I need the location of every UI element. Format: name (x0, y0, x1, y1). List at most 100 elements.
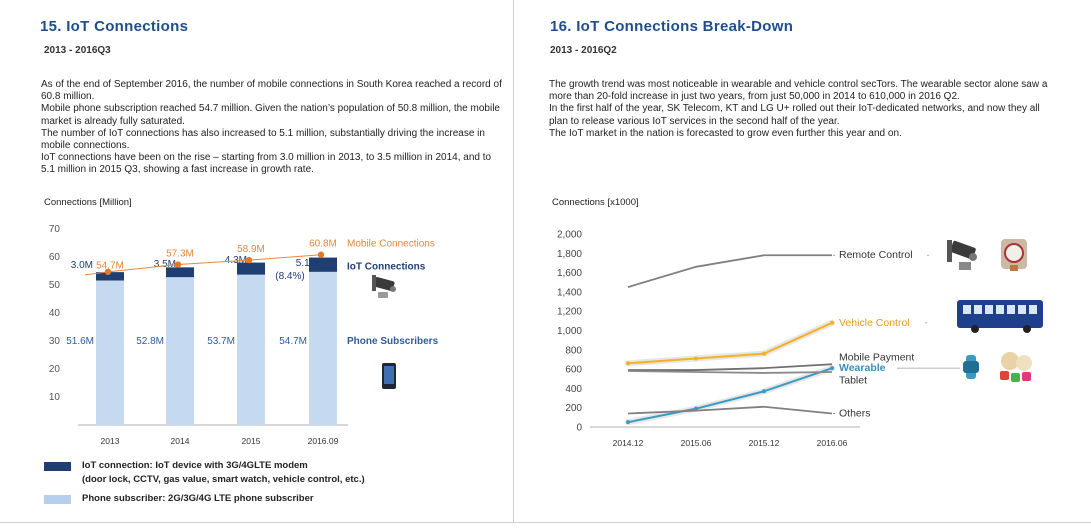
right-paragraph: The growth trend was most noticeable in … (549, 79, 1048, 103)
x-tick-label: 2014 (171, 436, 190, 446)
series-point (694, 356, 698, 361)
series-label: Mobile Payment (839, 352, 914, 364)
x-tick-label: 2015 (242, 436, 261, 446)
data-label-phone: 51.6M (66, 336, 94, 347)
data-label-iot: 5.1M (296, 258, 318, 269)
bar-iot-connections (96, 272, 124, 281)
camera-body (373, 277, 395, 291)
camera-base (959, 262, 971, 270)
legend-label-iot-examples: (door lock, CCTV, gas value, smart watch… (82, 474, 365, 485)
cctv-camera-icon (947, 240, 977, 270)
data-label-iot: 3.5M (154, 259, 176, 270)
y-tick-label: 1,000 (557, 326, 582, 337)
series-line (627, 370, 833, 374)
series-label-phone-subscribers: Phone Subscribers (347, 336, 439, 347)
x-tick-label: 2016.06 (817, 438, 848, 448)
x-tick-label: 2014.12 (613, 438, 644, 448)
legend-swatch-phone (44, 495, 71, 504)
right-chart-ylabel: Connections [x1000] (552, 197, 639, 208)
toy-block (1022, 372, 1031, 381)
legend-swatch-iot (44, 462, 71, 471)
bus-window (1007, 305, 1015, 314)
data-label-phone: 53.7M (207, 336, 235, 347)
camera-body (950, 240, 976, 260)
legend-label-iot: IoT connection: IoT device with 3G/4GLTE… (82, 460, 308, 471)
y-tick-label: 2,000 (557, 230, 582, 241)
series-label-mobile-connections: Mobile Connections (347, 239, 435, 250)
smartwatch-icon (963, 355, 979, 379)
left-legend: IoT connection: IoT device with 3G/4GLTE… (44, 460, 504, 509)
camera-lens (969, 253, 977, 261)
series-line (627, 321, 833, 365)
camera-base (378, 292, 388, 298)
right-paragraph: In the first half of the year, SK Teleco… (549, 103, 1040, 127)
series-label-iot-connections: IoT Connections (347, 262, 426, 273)
y-tick-label: 0 (576, 423, 582, 434)
bus-wheel (971, 325, 979, 333)
series-label: Others (839, 407, 871, 419)
iot-connections-bar-chart: 10 20 30 40 50 60 70 2013 51.6M 2014 52.8M 2015 53.7… (49, 224, 439, 446)
series-line (627, 405, 833, 415)
y-tick-label: 10 (49, 392, 61, 403)
x-tick-label: 2016.09 (308, 436, 339, 446)
series-point (626, 361, 630, 366)
toy-head (1001, 352, 1019, 370)
legend-item-iot: IoT connection: IoT device with 3G/4GLTE… (44, 460, 504, 488)
meter-dial (1004, 243, 1024, 263)
y-tick-label: 20 (49, 364, 61, 375)
toy-block (1011, 373, 1020, 382)
smartphone-icon (382, 363, 396, 389)
bus-window (996, 305, 1004, 314)
left-paragraph: IoT connections have been on the rise – … (41, 152, 492, 176)
bar-iot-connections (237, 262, 265, 275)
y-tick-label: 50 (49, 280, 61, 291)
series-line (627, 254, 832, 288)
left-subtitle: 2013 - 2016Q3 (44, 45, 111, 56)
y-tick-label: 800 (565, 345, 582, 356)
left-paragraph: Mobile phone subscription reached 54.7 m… (41, 103, 500, 127)
panel-divider (513, 0, 514, 522)
x-tick-label: 2015.06 (681, 438, 712, 448)
bus-window (1029, 305, 1037, 314)
series-label: Vehicle Control (839, 317, 910, 329)
left-title: 15. IoT Connections (40, 18, 189, 35)
legend-label-phone: Phone subscriber: 2G/3G/4G LTE phone sub… (82, 493, 314, 504)
phone-screen (384, 366, 394, 384)
iot-breakdown-line-chart: 0 200 400 600 800 1,000 1,200 1,400 1,600 1,800 2,… (557, 230, 1043, 448)
bus-wheel (1023, 325, 1031, 333)
bar-iot-connections (166, 267, 194, 278)
camera-mount (372, 275, 376, 291)
wearable-toy-icon (1000, 352, 1032, 382)
y-tick-label: 600 (565, 365, 582, 376)
data-label-iot-share: (8.4%) (275, 271, 304, 282)
toy-block (1000, 371, 1009, 380)
gas-meter-icon (1001, 239, 1027, 271)
data-label-phone: 54.7M (279, 336, 307, 347)
data-label-mobile: 58.9M (237, 244, 265, 255)
data-label-mobile: 57.3M (166, 248, 194, 259)
bar-phone-subscribers (309, 271, 337, 425)
toy-head-2 (1016, 355, 1032, 371)
x-tick-label: 2013 (101, 436, 120, 446)
y-tick-label: 1,400 (557, 287, 582, 298)
legend-item-phone: Phone subscriber: 2G/3G/4G LTE phone sub… (44, 493, 504, 509)
y-tick-label: 30 (49, 336, 61, 347)
right-title: 16. IoT Connections Break-Down (550, 18, 794, 35)
data-label-mobile: 60.8M (309, 238, 337, 249)
series-label: Wearable (839, 362, 886, 374)
right-paragraph: The IoT market in the nation is forecast… (549, 127, 902, 139)
y-tick-label: 70 (49, 224, 61, 235)
series-point (830, 366, 834, 371)
meter-valve (1010, 265, 1018, 271)
y-tick-label: 400 (565, 384, 582, 395)
mobile-connections-point (174, 261, 182, 268)
data-label-phone: 52.8M (136, 336, 164, 347)
y-tick-label: 1,600 (557, 268, 582, 279)
right-subtitle: 2013 - 2016Q2 (550, 45, 617, 56)
bar-phone-subscribers (237, 274, 265, 425)
series-line (628, 363, 833, 371)
y-tick-label: 200 (565, 403, 582, 414)
y-tick-label: 40 (49, 308, 61, 319)
bus-window (963, 305, 971, 314)
camera-mount (947, 240, 952, 262)
